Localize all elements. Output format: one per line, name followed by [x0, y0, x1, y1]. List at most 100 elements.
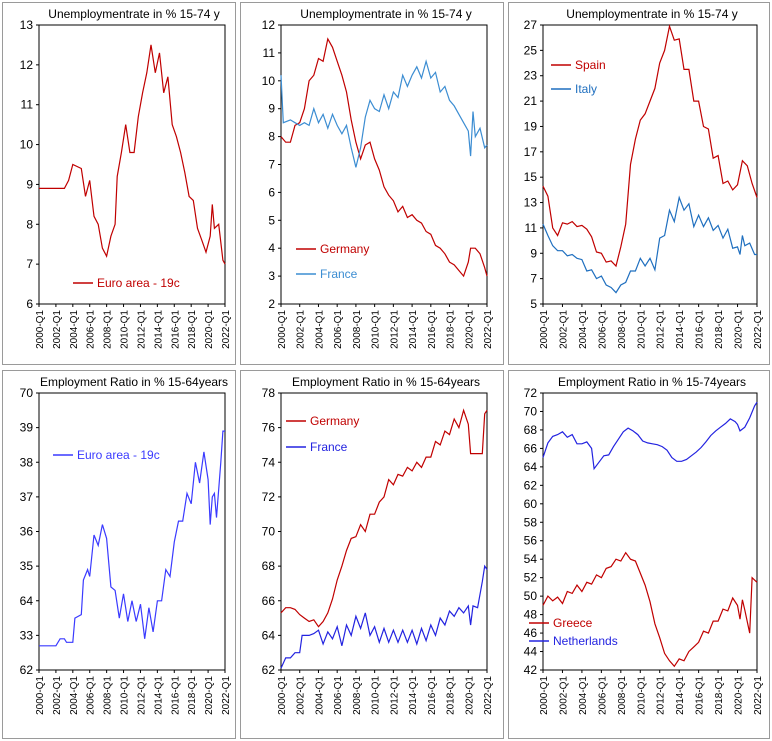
- y-tick-label: 2: [268, 297, 275, 311]
- x-tick-label: 2020-Q1: [204, 310, 215, 349]
- x-tick-label: 2008-Q1: [352, 310, 363, 349]
- y-tick-label: 10: [20, 138, 34, 152]
- chart-svg-1: Unemploymentrate in % 15-74 y 6 7 8 9 10 11 12 1…: [20, 7, 232, 349]
- chart-title: Unemploymentrate in % 15-74 y: [300, 7, 471, 21]
- y-tick-label: 39: [20, 421, 34, 435]
- x-tick-label: 2014-Q1: [408, 310, 419, 349]
- y-tick-label: 44: [524, 645, 538, 659]
- y-tick-label: 68: [262, 559, 276, 573]
- x-tick-label: 2002-Q1: [52, 676, 63, 715]
- x-tick-label: 2016-Q1: [170, 676, 181, 715]
- y-tick-label: 64: [20, 594, 34, 608]
- x-tick-label: 2018-Q1: [187, 310, 198, 349]
- x-tick-label: 2008-Q1: [103, 676, 114, 715]
- y-tick-label: 70: [262, 525, 276, 539]
- y-tick-label: 11: [263, 46, 276, 60]
- y-tick-label: 38: [20, 455, 34, 469]
- x-tick-label: 2004-Q1: [578, 676, 589, 715]
- y-tick-label: 35: [20, 559, 34, 573]
- x-tick-label: 2006-Q1: [597, 310, 608, 349]
- y-tick-label: 11: [525, 221, 538, 235]
- x-tick-label: 2014-Q1: [675, 310, 686, 349]
- y-tick-label: 11: [21, 98, 34, 112]
- x-tick-label: 2002-Q1: [558, 676, 569, 715]
- x-tick-label: 2000-Q1: [35, 310, 46, 349]
- series-line-germany: [280, 37, 488, 278]
- y-tick-label: 46: [524, 626, 538, 640]
- y-tick-label: 13: [20, 18, 34, 32]
- x-tick-label: 2008-Q1: [352, 676, 363, 715]
- y-tick-label: 23: [524, 69, 538, 83]
- chart-svg-2: Unemploymentrate in % 15-74 y 2 3 4 5 6 7 8 9 10 1…: [262, 7, 494, 349]
- x-tick-label: 2016-Q1: [427, 676, 438, 715]
- plot-area-frame: [38, 24, 226, 305]
- legend-label: Spain: [575, 58, 606, 72]
- chart-panel-2: Unemploymentrate in % 15-74 y 2 3 4 5 6 7 8 9 10 1…: [240, 2, 504, 365]
- chart-title: Employment Ratio in % 15-64years: [40, 375, 228, 389]
- y-tick-label: 37: [20, 490, 34, 504]
- y-tick-label: 58: [524, 515, 538, 529]
- x-tick-label: 2022-Q1: [483, 676, 494, 715]
- x-tick-label: 2016-Q1: [695, 676, 706, 715]
- y-tick-label: 62: [524, 478, 538, 492]
- x-tick-label: 2018-Q1: [714, 310, 725, 349]
- y-tick-label: 7: [268, 158, 275, 172]
- x-tick-label: 2002-Q1: [296, 310, 307, 349]
- y-tick-label: 12: [262, 18, 276, 32]
- legend-label: France: [320, 267, 358, 281]
- y-tick-label: 36: [20, 525, 34, 539]
- x-tick-label: 2012-Q1: [656, 310, 667, 349]
- series-line-spain: [542, 24, 758, 268]
- y-tick-label: 8: [268, 130, 275, 144]
- x-tick-label: 2014-Q1: [153, 310, 164, 349]
- legend-label: Germany: [320, 242, 369, 256]
- y-tick-label: 56: [524, 534, 538, 548]
- plot-area-frame: [542, 24, 758, 305]
- x-tick-label: 2002-Q1: [52, 310, 63, 349]
- y-tick-label: 48: [524, 608, 538, 622]
- x-tick-label: 2018-Q1: [446, 310, 457, 349]
- y-tick-label: 62: [262, 663, 276, 677]
- y-tick-label: 21: [524, 94, 538, 108]
- chart-svg-3: Unemploymentrate in % 15-74 y 5 7 9 11 13 15 17…: [524, 7, 764, 349]
- legend-label: Netherlands: [553, 634, 618, 648]
- x-tick-label: 2010-Q1: [371, 310, 382, 349]
- x-tick-label: 2006-Q1: [333, 310, 344, 349]
- y-tick-label: 5: [268, 213, 275, 227]
- x-tick-label: 2010-Q1: [636, 310, 647, 349]
- x-tick-label: 2020-Q1: [204, 676, 215, 715]
- y-tick-label: 70: [524, 404, 538, 418]
- y-tick-label: 25: [524, 43, 538, 57]
- x-tick-label: 2012-Q1: [136, 310, 147, 349]
- y-tick-label: 74: [262, 455, 276, 469]
- chart-panel-6: Employment Ratio in % 15-74years 42 44 46 48…: [508, 370, 770, 739]
- x-tick-label: 2012-Q1: [389, 310, 400, 349]
- x-tick-label: 2022-Q1: [753, 310, 764, 349]
- series-line-germany: [280, 408, 488, 628]
- legend-label: Euro area - 19c: [77, 448, 160, 462]
- x-tick-label: 2004-Q1: [69, 310, 80, 349]
- chart-title: Employment Ratio in % 15-74years: [558, 375, 746, 389]
- series-line-france: [280, 59, 488, 168]
- chart-panel-5: Employment Ratio in % 15-64years 62 64 66 68…: [240, 370, 504, 739]
- x-tick-label: 2020-Q1: [734, 676, 745, 715]
- x-tick-label: 2016-Q1: [427, 310, 438, 349]
- x-tick-label: 2016-Q1: [695, 310, 706, 349]
- y-tick-label: 54: [524, 552, 538, 566]
- x-tick-label: 2012-Q1: [136, 676, 147, 715]
- y-tick-label: 9: [530, 246, 537, 260]
- x-tick-label: 2002-Q1: [558, 310, 569, 349]
- y-tick-label: 76: [262, 421, 276, 435]
- y-tick-label: 60: [524, 497, 538, 511]
- x-tick-label: 2022-Q1: [753, 676, 764, 715]
- x-tick-label: 2006-Q1: [333, 676, 344, 715]
- x-tick-label: 2014-Q1: [675, 676, 686, 715]
- legend-label: Euro area - 19c: [97, 276, 180, 290]
- series-line-greece: [542, 551, 758, 668]
- y-tick-label: 64: [262, 628, 276, 642]
- y-tick-label: 64: [524, 460, 538, 474]
- y-tick-label: 72: [262, 490, 276, 504]
- y-tick-label: 15: [524, 170, 538, 184]
- plot-area-frame: [38, 392, 226, 671]
- y-tick-label: 6: [268, 185, 275, 199]
